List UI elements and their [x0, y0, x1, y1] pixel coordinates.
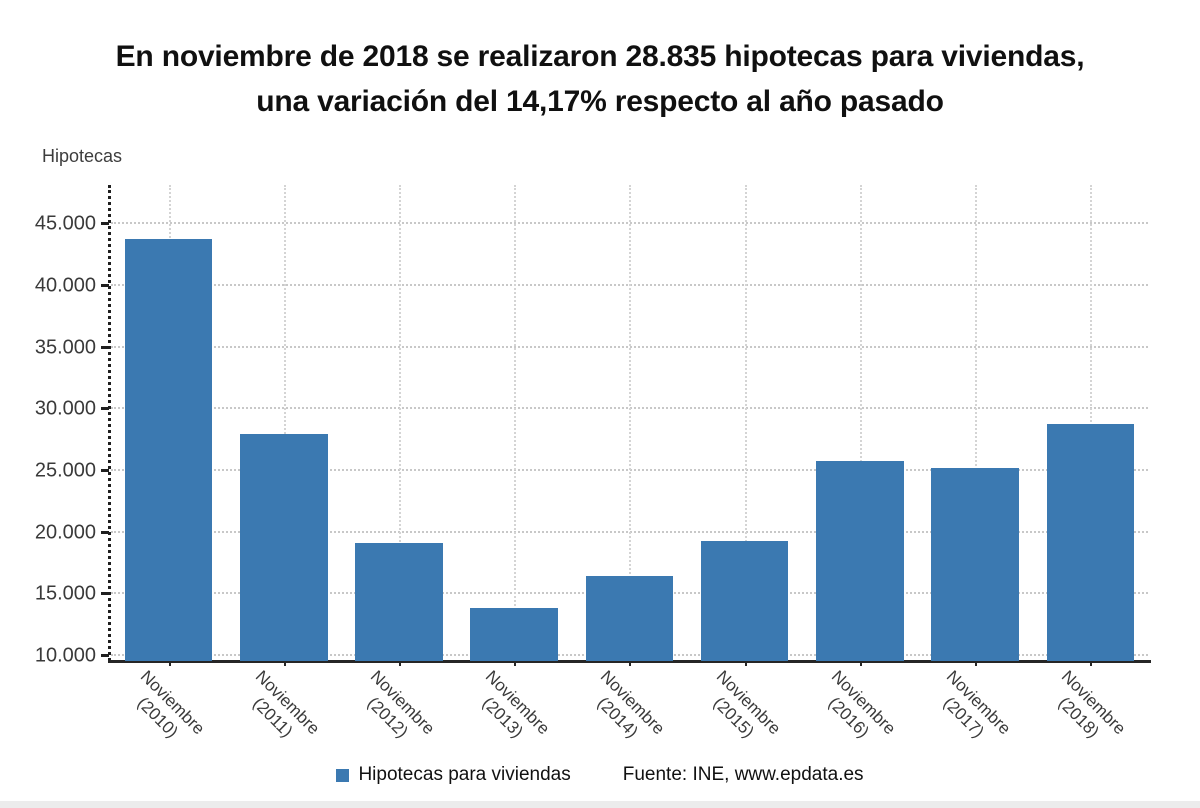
y-tick	[101, 469, 109, 473]
bar-slot: Noviembre (2015)	[687, 185, 802, 741]
y-tick	[101, 530, 109, 534]
bar-slot: Noviembre (2010)	[111, 185, 226, 741]
x-tick-label: Noviembre (2015)	[709, 666, 785, 742]
x-tick	[744, 661, 747, 666]
x-gridline	[975, 185, 978, 661]
bar-slot: Noviembre (2017)	[918, 185, 1033, 741]
y-tick-label: 45.000	[34, 212, 96, 235]
legend-swatch-icon	[336, 768, 350, 782]
bar-2015[interactable]	[700, 541, 789, 661]
legend-label: Hipotecas para viviendas	[358, 764, 571, 785]
y-tick-label: 25.000	[34, 459, 96, 482]
chart-title-line1: En noviembre de 2018 se realizaron 28.83…	[115, 40, 1085, 73]
legend-row: Hipotecas para viviendas Fuente: INE, ww…	[0, 764, 1200, 786]
bar-slot: Noviembre (2014)	[572, 185, 687, 741]
y-tick-label: 20.000	[34, 521, 96, 544]
x-tick-label: Noviembre (2010)	[133, 666, 209, 742]
bar-slot: Noviembre (2018)	[1033, 185, 1148, 741]
bar-slot: Noviembre (2011)	[226, 185, 341, 741]
y-axis-title: Hipotecas	[42, 146, 123, 166]
x-tick	[859, 661, 862, 666]
bar-2012[interactable]	[355, 542, 443, 661]
x-tick-label: Noviembre (2014)	[594, 666, 669, 742]
x-tick	[1090, 661, 1093, 666]
bar-2017[interactable]	[931, 468, 1019, 661]
y-tick-label: 30.000	[34, 397, 96, 420]
x-tick-label: Noviembre (2013)	[478, 666, 554, 742]
x-gridline	[283, 185, 286, 661]
x-tick	[168, 661, 171, 666]
y-tick-label: 40.000	[34, 274, 96, 297]
x-gridline	[514, 185, 517, 661]
x-tick-label: Noviembre (2017)	[939, 666, 1015, 742]
x-tick-label: Noviembre (2018)	[1055, 666, 1130, 742]
x-gridline	[1090, 185, 1093, 661]
y-tick	[101, 654, 109, 658]
x-tick	[975, 661, 978, 666]
y-tick	[101, 284, 109, 288]
bar-2013[interactable]	[470, 607, 559, 661]
x-gridline	[629, 185, 632, 661]
legend-item-hipotecas[interactable]: Hipotecas para viviendas	[336, 764, 571, 786]
plot-area: 10.000 15.000 20.000 25.000 30.000 35.000 40.0…	[35, 185, 1151, 741]
x-tick-label: Noviembre (2011)	[248, 666, 324, 741]
bar-2018[interactable]	[1046, 423, 1135, 661]
bar-2014[interactable]	[585, 575, 674, 661]
x-tick	[399, 661, 402, 666]
source-note: Fuente: INE, www.epdata.es	[622, 764, 864, 785]
x-tick-label: Noviembre (2016)	[824, 666, 900, 742]
bar-slot: Noviembre (2016)	[802, 185, 917, 741]
x-gridline	[859, 185, 862, 661]
bar-slot: Noviembre (2013)	[457, 185, 572, 741]
x-gridline	[744, 185, 747, 661]
y-tick-label: 15.000	[34, 582, 96, 605]
y-tick	[101, 592, 109, 596]
x-tick-label: Noviembre (2012)	[363, 666, 439, 742]
x-tick	[283, 661, 286, 666]
chart-title: En noviembre de 2018 se realizaron 28.83…	[0, 34, 1200, 124]
x-gridline	[399, 185, 402, 661]
y-tick	[101, 222, 109, 226]
y-tick	[101, 407, 109, 411]
bars-row: Noviembre (2010) Noviembre (2011) Noviembre(…	[111, 185, 1148, 741]
chart-title-line2: una variación del 14,17% respecto al año…	[256, 85, 944, 118]
x-tick	[629, 661, 632, 666]
y-tick-label: 35.000	[34, 336, 96, 359]
bar-slot: Noviembre (2012)	[341, 185, 456, 741]
bottom-strip	[0, 801, 1200, 808]
bar-2010[interactable]	[124, 239, 213, 661]
y-tick-label: 10.000	[34, 644, 96, 667]
x-tick	[514, 661, 517, 666]
bar-2016[interactable]	[816, 461, 904, 661]
bar-2011[interactable]	[240, 434, 328, 661]
y-tick	[101, 345, 109, 349]
